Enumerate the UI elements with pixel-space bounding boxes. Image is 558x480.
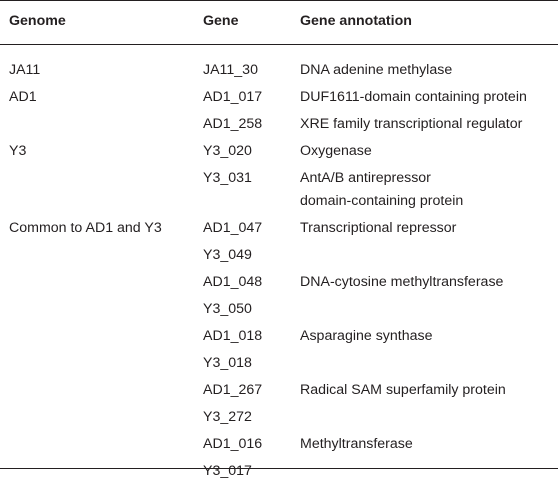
cell-gene-annotation: domain-containing protein: [300, 193, 464, 209]
cell-gene-annotation: Radical SAM superfamily protein: [300, 381, 506, 398]
cell-gene: Y3_031: [203, 170, 252, 186]
cell-gene: Y3_049: [203, 246, 252, 263]
cell-gene-annotation: DNA-cytosine methyltransferase: [300, 273, 504, 290]
cell-gene: AD1_016: [203, 435, 263, 452]
cell-genome: JA11: [9, 62, 41, 78]
cell-gene: Y3_050: [203, 300, 252, 317]
cell-gene: AD1_267: [203, 381, 263, 398]
cell-gene: AD1_018: [203, 327, 263, 344]
cell-genome: AD1: [9, 89, 37, 105]
cell-gene-annotation: Oxygenase: [300, 143, 372, 159]
cell-gene-annotation: XRE family transcriptional regulator: [300, 116, 523, 132]
table-top-rule: [0, 0, 558, 1]
cell-gene: JA11_30: [203, 62, 258, 78]
cell-gene: AD1_017: [203, 89, 263, 105]
cell-gene: AD1_048: [203, 273, 263, 290]
table-header-rule: [0, 44, 558, 45]
cell-genome: Common to AD1 and Y3: [9, 219, 162, 236]
cell-gene: AD1_047: [203, 219, 263, 236]
cell-gene-annotation: AntA/B antirepressor: [300, 170, 431, 186]
cell-gene-annotation: DUF1611-domain containing protein: [300, 89, 527, 105]
cell-gene: AD1_258: [203, 116, 263, 132]
header-gene-annotation: Gene annotation: [300, 13, 412, 29]
cell-gene-annotation: Asparagine synthase: [300, 327, 433, 344]
cell-gene-annotation: Methyltransferase: [300, 435, 413, 452]
cell-genome: Y3: [9, 143, 27, 159]
cell-gene: Y3_018: [203, 354, 252, 371]
cell-gene: Y3_017: [203, 462, 252, 479]
header-gene: Gene: [203, 13, 239, 29]
header-genome: Genome: [9, 13, 66, 29]
cell-gene-annotation: Transcriptional repressor: [300, 219, 457, 236]
cell-gene: Y3_272: [203, 408, 252, 425]
cell-gene: Y3_020: [203, 143, 252, 159]
cell-gene-annotation: DNA adenine methylase: [300, 62, 453, 78]
